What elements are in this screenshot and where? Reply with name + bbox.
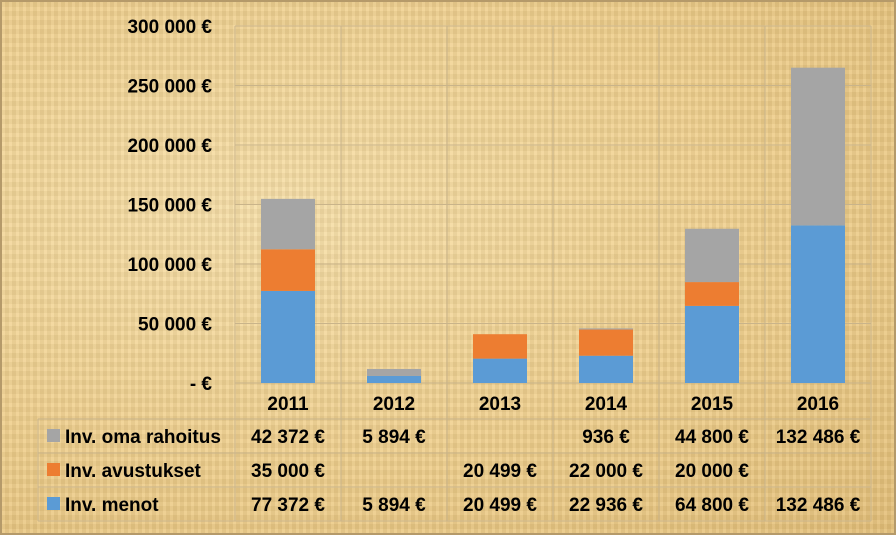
bar [473, 358, 527, 383]
y-tick-label: 150 000 € [127, 196, 212, 217]
bar [579, 355, 633, 383]
legend-swatch [47, 429, 60, 442]
y-tick-label: - € [190, 374, 213, 395]
legend-label: Inv. avustukset [65, 461, 202, 482]
data-table [37, 382, 871, 522]
y-tick-label: 100 000 € [127, 255, 212, 276]
data-label: 132 486 € [776, 495, 861, 516]
x-tick-label: 2011 [267, 394, 309, 415]
data-label: 5 894 € [362, 427, 426, 448]
bar [579, 328, 633, 330]
legend-swatch [47, 463, 60, 476]
bar [367, 368, 421, 376]
x-tick-label: 2014 [585, 394, 628, 415]
bar [261, 290, 315, 383]
x-tick-label: 2015 [691, 394, 734, 415]
y-tick-label: 50 000 € [138, 315, 212, 336]
bar [685, 228, 739, 283]
bar [473, 334, 527, 359]
data-label: 20 499 € [463, 461, 537, 482]
grid-layer [234, 25, 872, 521]
data-label: 22 936 € [569, 495, 643, 516]
bar [685, 282, 739, 306]
data-label: 42 372 € [251, 427, 325, 448]
y-tick-label: 250 000 € [127, 77, 212, 98]
labels-layer: - € 50 000 € 100 000 € 150 000 € 200 000 € 25… [65, 17, 861, 516]
data-label: 64 800 € [675, 495, 749, 516]
data-label: 20 499 € [463, 495, 537, 516]
x-tick-label: 2012 [373, 394, 415, 415]
legend-label: Inv. oma rahoitus [65, 427, 221, 448]
y-tick-label: 200 000 € [127, 136, 212, 157]
data-label: 5 894 € [362, 495, 426, 516]
bar [261, 249, 315, 291]
y-tick-label: 300 000 € [127, 17, 212, 38]
bar [261, 198, 315, 250]
data-label: 132 486 € [776, 427, 861, 448]
bar [579, 329, 633, 356]
data-label: 44 800 € [675, 427, 749, 448]
x-tick-label: 2016 [797, 394, 839, 415]
bar [791, 225, 845, 383]
data-label: 77 372 € [251, 495, 325, 516]
data-label: 936 € [582, 427, 630, 448]
bar [367, 375, 421, 383]
bar [685, 305, 739, 383]
legend-label: Inv. menot [65, 495, 159, 516]
data-label: 35 000 € [251, 461, 325, 482]
bar [791, 67, 845, 226]
legend-swatch [47, 497, 60, 510]
data-label: 20 000 € [675, 461, 749, 482]
bars-layer [261, 67, 845, 383]
x-tick-label: 2013 [479, 394, 521, 415]
data-label: 22 000 € [569, 461, 643, 482]
